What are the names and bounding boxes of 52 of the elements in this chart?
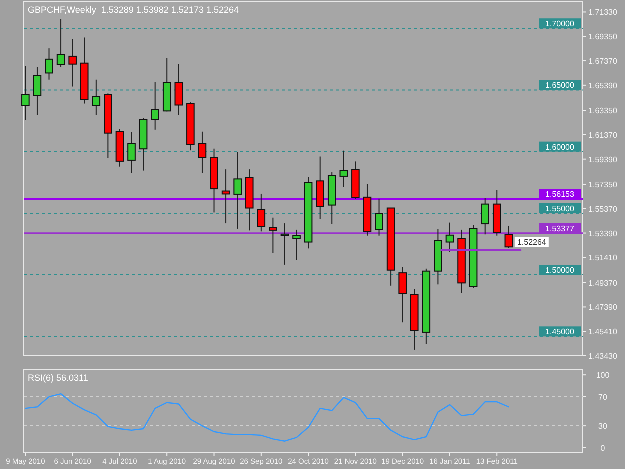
y-tick-label: 1.69350: [588, 32, 618, 42]
candlestick: [198, 131, 207, 174]
ref-line-label: 1.60000: [546, 142, 576, 152]
ref-line-label: 1.70000: [546, 20, 576, 29]
candlestick: [68, 38, 77, 88]
y-tick-label: 70: [598, 392, 608, 402]
y-tick-label: 1.51410: [588, 254, 618, 263]
ref-line-label: 1.53377: [546, 224, 576, 234]
line-series: [25, 393, 510, 442]
y-tick-label: 1.45410: [588, 328, 618, 337]
y-tick-label: 30: [598, 422, 608, 432]
candlestick: [504, 225, 514, 249]
y-tick-label: 1.61370: [588, 130, 618, 140]
annotation: 1.52264: [517, 238, 547, 248]
y-tick-label: 1.71330: [588, 8, 618, 18]
candlestick: [280, 223, 290, 266]
y-tick-label: 1.47390: [588, 303, 618, 312]
candlestick: [234, 152, 242, 230]
candlestick: [375, 198, 384, 236]
ref-line-label: 1.55000: [546, 204, 576, 214]
ref-line-label: 1.45000: [546, 328, 576, 337]
candlestick: [22, 66, 30, 121]
candlestick: [151, 82, 160, 130]
chart-title: RSI(6) 56.0311: [28, 373, 88, 383]
candlestick: [446, 222, 454, 253]
ref-line-label: 1.65000: [546, 81, 576, 90]
y-tick-label: 1.53390: [588, 229, 618, 238]
candlestick: [257, 193, 266, 232]
candlestick: [92, 79, 101, 116]
y-tick-label: 1.43430: [588, 352, 618, 361]
candlestick: [45, 48, 54, 80]
y-tick-label: 1.57350: [588, 180, 618, 190]
y-tick-label: 1.59390: [588, 155, 618, 164]
candlestick: [340, 150, 348, 188]
candlestick: [398, 266, 407, 324]
candlestick: [292, 229, 301, 261]
ref-line-label: 1.50000: [546, 266, 576, 276]
ref-line-label: 1.56153: [546, 190, 576, 200]
y-tick-label: 100: [596, 371, 610, 380]
candlestick: [33, 66, 42, 116]
candlestick: [481, 198, 490, 236]
chart-title: GBPCHF,Weekly 1.53289 1.53982 1.52173 1.52264: [28, 5, 239, 15]
candlestick: [174, 64, 184, 116]
candlestick: [56, 18, 66, 68]
y-tick-label: 1.63350: [588, 106, 618, 116]
y-tick-label: 1.65390: [588, 81, 618, 90]
candlestick: [269, 217, 278, 254]
y-tick-label: 0: [600, 444, 606, 453]
candlestick: [128, 132, 136, 174]
y-tick-label: 1.67370: [588, 57, 618, 66]
y-tick-label: 1.55370: [588, 204, 618, 214]
y-tick-label: 1.49370: [588, 278, 618, 288]
